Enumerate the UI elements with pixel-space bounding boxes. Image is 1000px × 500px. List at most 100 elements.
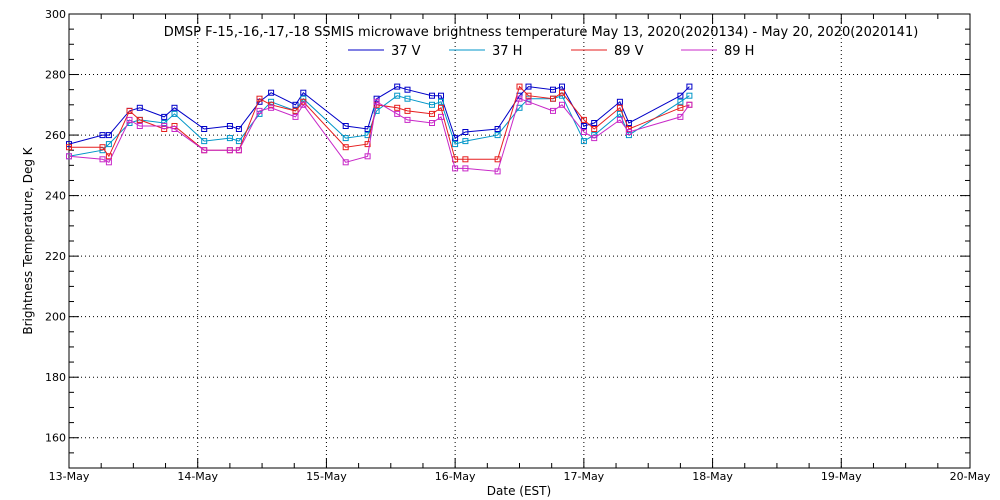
data-point bbox=[161, 113, 168, 120]
data-point bbox=[394, 104, 401, 111]
data-point bbox=[429, 120, 435, 126]
data-point bbox=[516, 95, 523, 102]
legend: 37 V 37 H 89 V 89 H bbox=[348, 44, 754, 59]
grid bbox=[69, 14, 970, 468]
data-point bbox=[342, 159, 349, 166]
data-point bbox=[559, 83, 565, 90]
data-point bbox=[171, 110, 178, 117]
data-point bbox=[404, 95, 411, 102]
data-point bbox=[677, 92, 684, 99]
data-point bbox=[550, 95, 556, 102]
data-point bbox=[268, 89, 275, 96]
data-point bbox=[235, 126, 242, 132]
data-point bbox=[616, 104, 623, 111]
y-tick-label: 280 bbox=[45, 69, 66, 82]
data-point bbox=[525, 98, 532, 105]
data-point bbox=[462, 165, 469, 172]
data-point bbox=[625, 129, 632, 135]
data-point bbox=[268, 104, 275, 111]
data-point bbox=[429, 92, 435, 99]
data-point bbox=[226, 123, 233, 129]
data-point bbox=[300, 101, 307, 108]
data-point bbox=[462, 129, 469, 135]
data-point bbox=[429, 110, 435, 117]
data-point bbox=[126, 116, 133, 123]
data-point bbox=[580, 129, 587, 135]
data-point bbox=[404, 116, 411, 123]
data-point bbox=[550, 86, 556, 93]
x-tick-label: 17-May bbox=[563, 470, 604, 483]
legend-label: 37 H bbox=[492, 44, 522, 59]
data-point bbox=[292, 101, 299, 108]
y-tick-label: 220 bbox=[45, 250, 66, 263]
y-tick-label: 260 bbox=[45, 129, 66, 142]
x-tick-label: 15-May bbox=[306, 470, 347, 483]
data-point bbox=[201, 126, 208, 132]
series-89h bbox=[66, 95, 693, 175]
data-point bbox=[516, 83, 523, 90]
data-point bbox=[201, 138, 208, 145]
data-point bbox=[171, 104, 178, 111]
data-point bbox=[373, 95, 380, 102]
legend-item: 37 V bbox=[348, 44, 421, 59]
data-point bbox=[394, 83, 401, 90]
plot-frame bbox=[68, 13, 971, 469]
data-point bbox=[686, 101, 693, 108]
y-tick-label: 160 bbox=[45, 432, 66, 445]
data-point bbox=[452, 141, 459, 148]
data-point bbox=[235, 138, 242, 145]
legend-item: 37 H bbox=[449, 44, 522, 59]
data-point bbox=[136, 116, 143, 123]
data-point bbox=[256, 95, 263, 102]
data-point bbox=[580, 138, 587, 145]
data-point bbox=[342, 135, 349, 142]
data-point bbox=[494, 126, 501, 132]
data-point bbox=[226, 147, 233, 154]
y-tick-label: 200 bbox=[45, 311, 66, 324]
data-point bbox=[373, 107, 380, 114]
data-point bbox=[373, 98, 380, 105]
data-point bbox=[342, 123, 349, 129]
data-point bbox=[625, 132, 632, 139]
data-point bbox=[226, 135, 233, 142]
data-point bbox=[105, 159, 112, 166]
data-point bbox=[394, 92, 401, 99]
data-point bbox=[99, 144, 106, 151]
legend-label: 37 V bbox=[391, 44, 421, 59]
y-tick-label: 180 bbox=[45, 371, 66, 384]
data-point bbox=[66, 153, 72, 160]
data-point bbox=[105, 132, 112, 139]
data-point bbox=[66, 144, 72, 151]
data-point bbox=[300, 89, 307, 96]
data-point bbox=[394, 110, 401, 117]
legend-label: 89 H bbox=[724, 44, 754, 59]
data-point bbox=[136, 123, 143, 129]
data-point bbox=[616, 98, 623, 105]
data-point bbox=[580, 116, 587, 123]
data-point bbox=[677, 98, 684, 105]
data-point bbox=[462, 156, 469, 163]
y-axis-label: Brightness Temperature, Deg K bbox=[21, 146, 35, 334]
data-point bbox=[525, 83, 532, 90]
data-point bbox=[616, 116, 623, 123]
data-point bbox=[429, 101, 435, 108]
x-tick-label: 19-May bbox=[821, 470, 862, 483]
data-point bbox=[550, 107, 556, 114]
data-point bbox=[235, 147, 242, 154]
data-point bbox=[438, 113, 444, 120]
data-point bbox=[438, 98, 444, 105]
y-tick-label: 240 bbox=[45, 190, 66, 203]
data-point bbox=[494, 132, 501, 139]
data-point bbox=[591, 126, 598, 132]
data-point bbox=[580, 123, 587, 129]
axis-ticks: 160 180 200 220 240 260 280 300 13-May 14-May 15-M… bbox=[45, 8, 991, 483]
data-point bbox=[438, 104, 444, 111]
data-point bbox=[161, 123, 168, 129]
x-tick-label: 20-May bbox=[950, 470, 991, 483]
data-point bbox=[136, 104, 143, 111]
series-line bbox=[68, 98, 690, 172]
data-point bbox=[452, 165, 459, 172]
data-point bbox=[342, 144, 349, 151]
data-point bbox=[559, 101, 565, 108]
